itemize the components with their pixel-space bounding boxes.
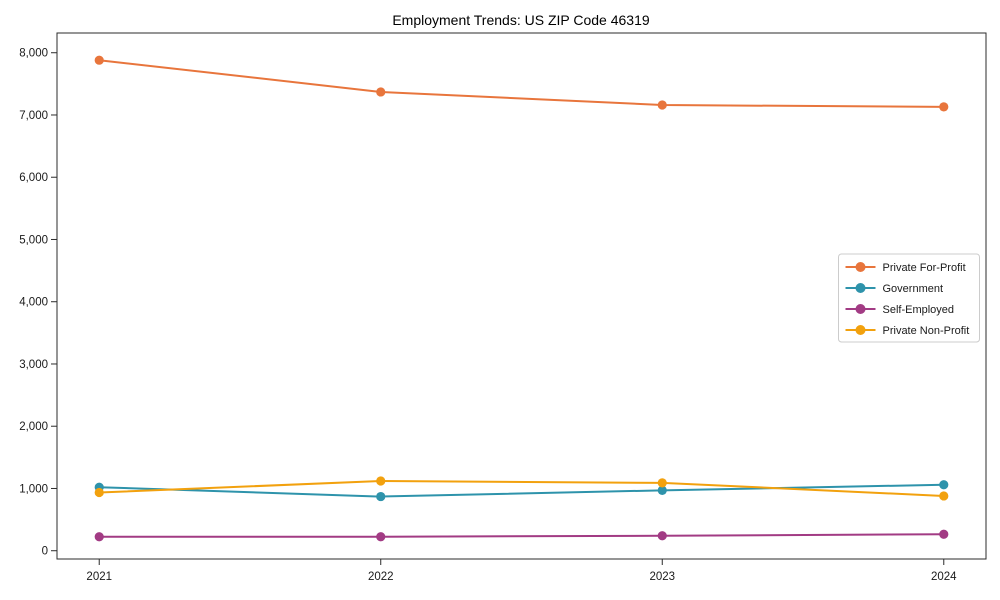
data-point-private-non-profit-2023	[657, 478, 667, 488]
y-tick-label: 3,000	[19, 359, 48, 371]
x-tick-label: 2022	[368, 571, 394, 583]
legend-label: Private Non-Profit	[883, 325, 970, 337]
legend-marker-dot	[855, 304, 866, 314]
data-point-self-employed-2023	[657, 531, 667, 541]
data-point-self-employed-2022	[376, 532, 386, 542]
legend-marker-dot	[855, 262, 866, 272]
data-point-government-2022	[376, 491, 386, 502]
legend-marker-dot	[855, 283, 866, 293]
legend-box	[838, 253, 980, 343]
y-tick-label: 7,000	[19, 110, 48, 122]
y-tick-label: 6,000	[19, 172, 48, 184]
legend-label: Private For-Profit	[883, 262, 966, 274]
legend-marker-dot	[855, 325, 866, 335]
y-tick-label: 0	[42, 546, 48, 558]
data-point-private-for-profit-2024	[939, 102, 949, 112]
data-point-self-employed-2021	[94, 532, 104, 542]
y-tick-label: 1,000	[19, 483, 48, 495]
data-point-private-for-profit-2022	[376, 87, 386, 97]
legend-label: Government	[883, 283, 944, 295]
series-line-self-employed	[98, 533, 945, 538]
data-point-private-for-profit-2021	[94, 55, 104, 65]
y-tick-label: 5,000	[19, 234, 48, 246]
data-point-government-2023	[657, 485, 667, 495]
series-line-private-for-profit	[98, 59, 945, 108]
x-tick-label: 2024	[931, 571, 957, 583]
series-line-government	[98, 483, 945, 498]
y-tick-label: 4,000	[19, 297, 48, 309]
x-tick-label: 2023	[649, 571, 675, 583]
chart-title: Employment Trends: US ZIP Code 46319	[392, 12, 650, 28]
data-point-government-2024	[939, 480, 949, 490]
axes-frame	[56, 32, 987, 560]
data-point-private-for-profit-2023	[657, 100, 667, 110]
data-point-private-non-profit-2024	[939, 491, 949, 501]
plot-area: 0 1,000 2,000 3,000 4,000 5,000 6,000 7,000 8,00…	[19, 32, 987, 583]
data-point-private-non-profit-2022	[376, 476, 386, 486]
y-tick-label: 8,000	[19, 48, 48, 60]
data-point-private-non-profit-2021	[94, 487, 104, 498]
x-tick-label: 2021	[86, 571, 112, 583]
legend-label: Self-Employed	[883, 304, 955, 316]
y-tick-label: 2,000	[19, 421, 48, 433]
legend: Private For-Profit Government Self-Employe…	[838, 253, 980, 343]
series-line-private-non-profit	[98, 480, 945, 497]
data-point-self-employed-2024	[939, 529, 949, 539]
